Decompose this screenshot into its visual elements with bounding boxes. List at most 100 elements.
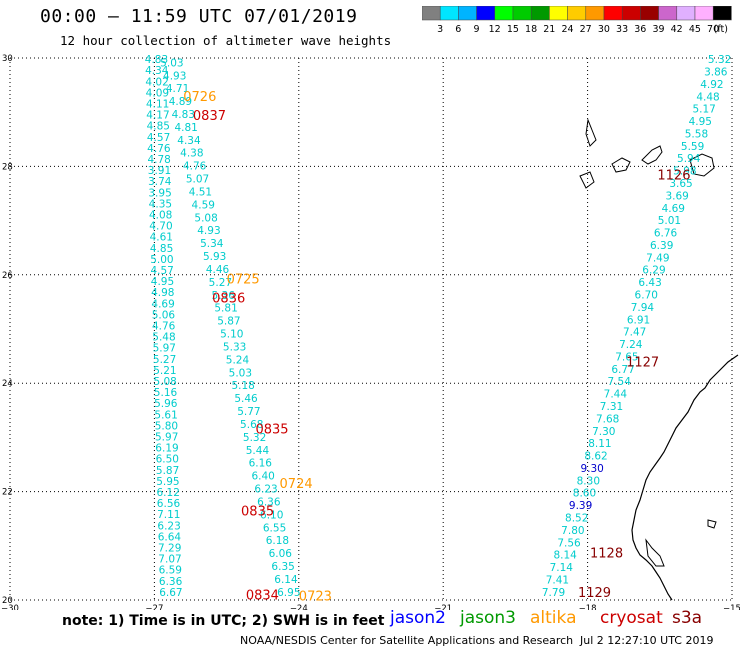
pass-time-label: 0726 (183, 90, 216, 105)
swh-value-label: 4.76 (152, 320, 176, 332)
swh-value-label: 3.74 (148, 176, 172, 188)
page-title: 00:00 – 11:59 UTC 07/01/2019 (40, 6, 358, 27)
pass-time-label: 0836 (212, 292, 245, 307)
swh-value-label: 4.76 (147, 143, 171, 155)
pass-time-label: 1126 (657, 169, 690, 184)
swh-value-label: 4.02 (145, 76, 168, 88)
swh-value-label: 6.56 (157, 498, 181, 510)
swh-value-label: 4.93 (163, 70, 186, 82)
swh-value-label: 3.95 (148, 187, 171, 199)
swh-value-label: 5.32 (243, 432, 266, 444)
swh-value-label: 5.08 (194, 212, 217, 224)
swh-value-label: 7.56 (557, 537, 581, 549)
swh-value-label: 4.76 (183, 161, 207, 173)
swh-value-label: 5.97 (155, 431, 178, 443)
colorbar-unit: (ft) (714, 24, 728, 35)
african-coastline (631, 354, 739, 601)
wave-height-map: −30 −27 −24 −21 −18 −153028262422204.834.344.… (1, 54, 740, 610)
legend-jason2: jason2 (390, 608, 446, 628)
swh-value-label: 6.29 (642, 265, 665, 277)
swh-value-label: 5.94 (677, 153, 701, 165)
swh-value-label: 8.30 (577, 475, 600, 487)
swh-value-label: 5.07 (186, 174, 209, 186)
swh-value-label: 4.34 (145, 65, 169, 77)
banc-d-arguin (645, 538, 665, 567)
swh-value-label: 5.95 (156, 476, 179, 488)
pass-time-label: 0725 (227, 273, 260, 288)
swh-value-label: 6.40 (251, 471, 274, 483)
colorbar-label: 21 (543, 24, 555, 35)
swh-value-label: 4.57 (150, 265, 173, 277)
swh-value-label: 6.39 (650, 240, 673, 252)
swh-value-label: 5.58 (685, 128, 708, 140)
swh-value-label: 4.38 (180, 148, 203, 160)
swh-value-label: 5.17 (692, 104, 715, 116)
swh-value-label: 8.52 (565, 513, 588, 525)
render-timestamp: Jul 2 12:27:10 UTC 2019 (580, 634, 714, 647)
swh-value-label: 4.93 (197, 225, 220, 237)
colorbar-label: 18 (525, 24, 537, 35)
swh-value-label: 5.08 (153, 376, 176, 388)
legend-jason3: jason3 (460, 608, 516, 628)
swh-value-label: 3.86 (704, 66, 728, 78)
swh-value-label: 7.65 (615, 351, 638, 363)
swh-value-label: 7.11 (157, 509, 180, 521)
swh-value-label: 6.35 (271, 561, 294, 573)
swh-value-label: 4.59 (192, 199, 215, 211)
swh-value-label: 4.78 (147, 154, 170, 166)
swh-value-label: 4.61 (150, 232, 173, 244)
swh-value-label: 5.59 (681, 141, 704, 153)
swh-value-label: 4.69 (151, 298, 174, 310)
wave-height-colorbar: 3 6 9 12 15 18 21 24 27 30 33 36 39 42 45 70(ft) (422, 6, 732, 35)
swh-value-label: 3.65 (669, 178, 692, 190)
swh-value-label: 5.44 (246, 445, 270, 457)
swh-value-label: 6.19 (155, 443, 178, 455)
swh-value-label: 6.23 (254, 484, 277, 496)
pass-time-label: 0837 (193, 109, 226, 124)
swh-value-label: 8.14 (553, 550, 577, 562)
swh-value-label: 4.34 (177, 135, 201, 147)
swh-value-label: 7.44 (604, 389, 628, 401)
swh-value-label: 5.33 (223, 341, 246, 353)
swh-value-label: 7.49 (646, 252, 669, 264)
legend-cryosat: cryosat (600, 608, 663, 628)
swh-value-label: 4.46 (206, 264, 230, 276)
swh-value-label: 5.96 (154, 398, 178, 410)
swh-value-label: 4.98 (151, 287, 174, 299)
colorbar-swatch (712, 6, 732, 21)
swh-value-label: 7.24 (619, 339, 643, 351)
pass-time-label: 0834 (246, 589, 279, 604)
swh-value-label: 8.62 (584, 451, 607, 463)
swh-value-label: 6.36 (257, 496, 281, 508)
coastal-islet (707, 519, 717, 529)
swh-value-label: 5.46 (234, 393, 258, 405)
swh-value-label: 5.97 (153, 343, 176, 355)
swh-value-label: 6.77 (611, 364, 634, 376)
colorbar-label: 42 (671, 24, 683, 35)
swh-value-label: 8.11 (588, 438, 611, 450)
swh-value-label: 4.95 (151, 276, 174, 288)
tenerife-island (641, 145, 663, 165)
colorbar-label: 6 (455, 24, 461, 35)
swh-value-label: 5.32 (708, 54, 731, 66)
swh-value-label: 4.08 (149, 209, 172, 221)
swh-value-label: 5.98 (673, 166, 696, 178)
swh-value-label: 6.70 (635, 290, 658, 302)
swh-value-label: 7.79 (542, 587, 565, 599)
swh-value-label: 4.81 (174, 122, 197, 134)
swh-value-label: 6.23 (157, 520, 180, 532)
swh-value-label: 6.14 (274, 574, 298, 586)
swh-value-label: 6.55 (263, 522, 286, 534)
pass-time-label: 1128 (590, 546, 623, 561)
swh-value-label: 4.89 (169, 96, 192, 108)
swh-value-label: 6.67 (159, 587, 182, 599)
longitude-tick-label: −30 (1, 604, 19, 610)
swh-value-label: 5.24 (226, 354, 250, 366)
colorbar-label: 24 (561, 24, 573, 35)
swh-value-label: 4.83 (172, 109, 195, 121)
swh-value-label: 6.36 (159, 576, 183, 588)
longitude-tick-label: −27 (145, 604, 163, 610)
legend-s3a: s3a (672, 608, 703, 628)
swh-value-label: 6.50 (156, 454, 179, 466)
swh-value-label: 7.41 (546, 574, 569, 586)
